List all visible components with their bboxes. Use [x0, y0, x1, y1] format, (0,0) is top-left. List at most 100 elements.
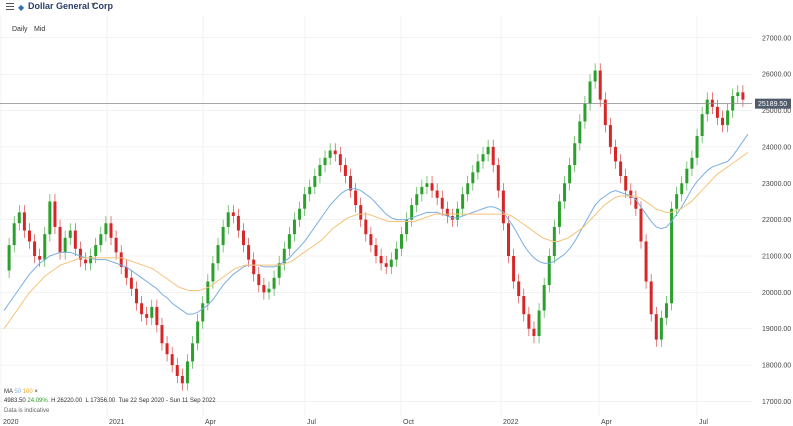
- candle-body: [557, 201, 561, 227]
- candle-body: [43, 234, 47, 260]
- candle-body: [440, 197, 444, 209]
- interval-selector[interactable]: Daily: [12, 26, 28, 33]
- candle-body: [573, 143, 577, 166]
- stats-line: 4983.50 24.09% H 26220.00 L 17356.00 Tue…: [4, 398, 216, 405]
- candle-body: [185, 361, 189, 384]
- caret-down-icon[interactable]: ▼: [90, 2, 97, 9]
- candle-body: [644, 241, 648, 282]
- candle-body: [338, 154, 342, 166]
- candle-body: [420, 186, 424, 195]
- x-tick-label: Apr: [601, 419, 613, 426]
- candle-body: [134, 288, 138, 304]
- candle-body: [292, 219, 296, 235]
- candle-body: [303, 194, 307, 209]
- candle-body: [7, 245, 11, 271]
- candle-body: [343, 165, 347, 176]
- ma-fast-label[interactable]: 50: [14, 389, 22, 395]
- candle-body: [685, 168, 689, 184]
- candle-body: [354, 190, 358, 206]
- instrument-name[interactable]: Dollar General Corp: [28, 1, 114, 11]
- candle-body: [568, 165, 572, 184]
- candle-body: [461, 194, 465, 209]
- candle-body: [298, 208, 302, 220]
- stat-change: 4983.50: [4, 398, 26, 404]
- candle-body: [527, 314, 531, 329]
- candle-body: [501, 190, 505, 224]
- candle-body: [619, 161, 623, 176]
- y-tick-label: 27000.00: [762, 35, 791, 42]
- candle-body: [84, 259, 88, 264]
- candle-body: [425, 183, 429, 187]
- candle-body: [308, 186, 312, 195]
- candle-body: [715, 106, 719, 118]
- candle-body: [73, 230, 77, 249]
- x-tick-label: Oct: [403, 419, 414, 426]
- chart-header: ◆ Dollar General Corp ▼: [0, 0, 793, 16]
- ma100-line: [3, 151, 749, 330]
- candle-body: [721, 117, 725, 126]
- candle-body: [165, 343, 169, 355]
- candle-body: [588, 81, 592, 104]
- ma-legend: MA 50 100 ×: [4, 389, 38, 396]
- candle-body: [614, 146, 618, 162]
- y-tick-label: 24000.00: [762, 144, 791, 151]
- candle-body: [33, 241, 37, 256]
- candle-body: [170, 354, 174, 366]
- candle-body: [399, 234, 403, 249]
- candle-body: [27, 230, 31, 242]
- candle-body: [359, 205, 363, 220]
- candle-body: [430, 183, 434, 191]
- y-tick-label: 17000.00: [762, 399, 791, 406]
- candle-body: [547, 256, 551, 286]
- candle-body: [333, 150, 337, 155]
- candle-body: [94, 245, 98, 256]
- ma-label: MA: [4, 389, 13, 395]
- y-tick-label: 20000.00: [762, 290, 791, 297]
- candle-body: [517, 281, 521, 296]
- x-tick-label: Jul: [307, 419, 316, 426]
- candle-body: [389, 259, 393, 267]
- candle-body: [578, 121, 582, 144]
- candle-body: [486, 146, 490, 155]
- y-tick-label: 26000.00: [762, 72, 791, 79]
- candle-body: [726, 110, 730, 126]
- candle-body: [736, 92, 740, 96]
- stat-high: H 26220.00: [51, 398, 83, 404]
- candle-body: [22, 212, 26, 231]
- candle-body: [287, 234, 291, 249]
- candle-body: [282, 248, 286, 264]
- candle-body: [206, 281, 210, 304]
- candle-body: [563, 183, 567, 202]
- candle-body: [211, 263, 215, 282]
- stat-pct: 24.09%: [27, 398, 48, 404]
- stat-range: Tue 22 Sep 2020 - Sun 11 Sep 2022: [118, 398, 216, 404]
- price-type-selector[interactable]: Mid: [34, 26, 46, 33]
- candle-body: [155, 306, 159, 326]
- candle-body: [129, 277, 133, 289]
- candle-body: [99, 234, 103, 246]
- candle-body: [491, 146, 495, 166]
- candle-body: [624, 176, 628, 191]
- tag-icon: ◆: [18, 3, 25, 12]
- candle-body: [221, 226, 225, 246]
- candle-body: [349, 176, 353, 191]
- candle-body: [374, 245, 378, 256]
- candle-body: [593, 70, 597, 82]
- candle-body: [247, 245, 251, 260]
- candle-body: [124, 266, 128, 278]
- legend-close-icon[interactable]: ×: [34, 389, 38, 395]
- candle-body: [236, 216, 240, 231]
- y-tick-label: 18000.00: [762, 363, 791, 370]
- ma-slow-label[interactable]: 100: [22, 389, 33, 395]
- candle-body: [89, 256, 93, 264]
- candle-body: [680, 183, 684, 195]
- candle-body: [415, 194, 419, 206]
- candle-body: [68, 230, 72, 238]
- hamburger-menu-icon[interactable]: [6, 3, 14, 11]
- candle-body: [180, 376, 184, 384]
- candle-body: [608, 125, 612, 147]
- candle-body: [634, 197, 638, 209]
- candle-body: [313, 176, 317, 187]
- candle-body: [328, 150, 332, 158]
